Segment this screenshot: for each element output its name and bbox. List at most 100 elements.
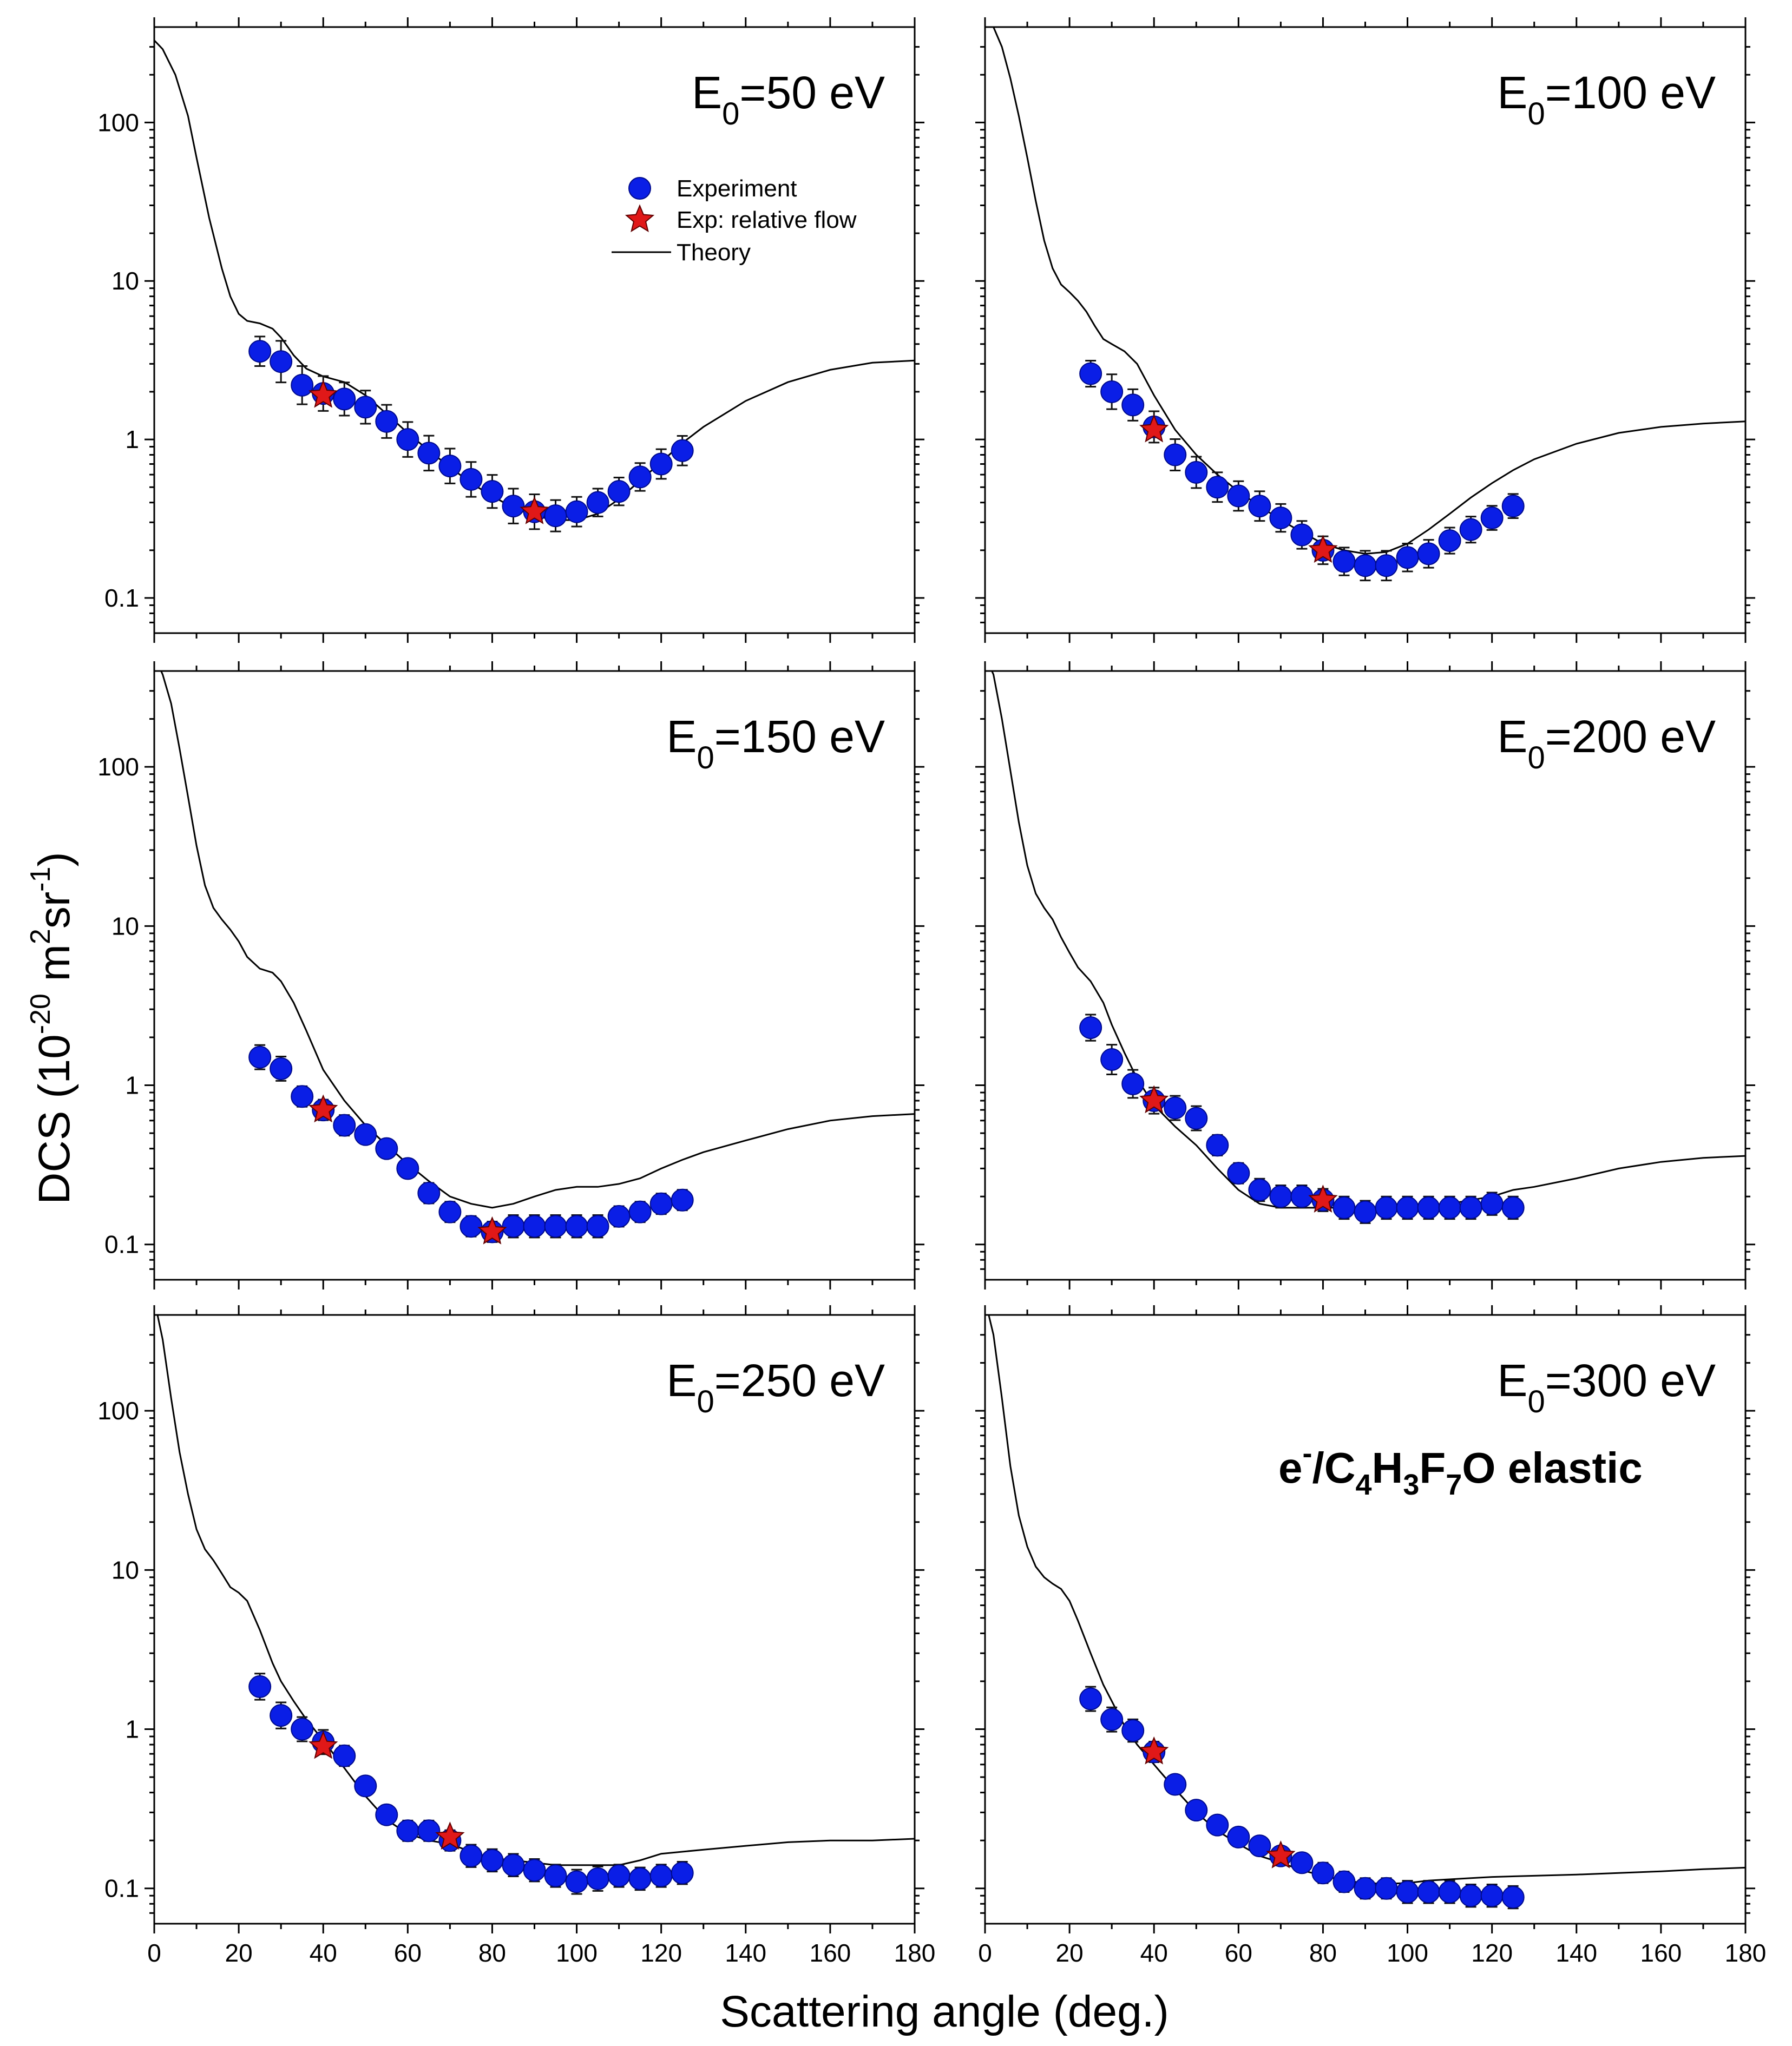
experiment-point — [396, 428, 419, 451]
experiment-point — [1100, 380, 1124, 403]
x-tick-label: 60 — [394, 1939, 422, 1967]
experiment-point — [1206, 476, 1229, 499]
experiment-point — [1164, 1773, 1187, 1796]
annot-sup: - — [1303, 1437, 1312, 1470]
panel-frame — [153, 26, 916, 634]
y-title-part: DCS (10 — [30, 1034, 79, 1204]
experiment-point — [1332, 1196, 1356, 1219]
theory-curve — [991, 671, 1745, 1209]
experiment-point — [1501, 1196, 1525, 1219]
experiment-point — [460, 1844, 483, 1867]
x-axis-title: Scattering angle (deg.) — [720, 1987, 1169, 2036]
experiment-point — [1354, 1200, 1377, 1223]
x-tick-label: 180 — [1725, 1939, 1767, 1967]
panel-3: 0.1 1 10 100 E0=150 eV — [97, 661, 924, 1290]
experiment-point — [1480, 1884, 1504, 1907]
theory-curve — [992, 27, 1745, 555]
experiment-point — [354, 1123, 377, 1146]
experiment-point — [1480, 1192, 1504, 1215]
experiment-point — [1396, 1196, 1419, 1219]
experiment-point — [333, 387, 356, 411]
experiment-point — [1396, 546, 1419, 569]
experiment-point — [1248, 1178, 1271, 1201]
x-tick-label: 40 — [310, 1939, 337, 1967]
experiment-point — [1438, 1880, 1461, 1904]
experiment-point — [1417, 1196, 1440, 1219]
y-title-sup: -20 — [25, 994, 56, 1034]
panel-frame — [984, 1314, 1747, 1925]
experiment-point — [1290, 1851, 1314, 1874]
experiment-point — [1227, 1825, 1250, 1848]
experiment-point — [1079, 1016, 1102, 1040]
energy-subscript: 0 — [697, 740, 714, 775]
experiment-point — [248, 340, 272, 363]
experiment-point — [417, 442, 441, 465]
experiment-point — [565, 1215, 588, 1238]
experiment-point — [649, 1192, 673, 1215]
experiment-point — [1248, 495, 1271, 518]
experiment-point — [354, 396, 377, 419]
experiment-point — [544, 1864, 567, 1887]
x-tick-label: 180 — [894, 1939, 936, 1967]
y-tick-label: 1 — [125, 1071, 139, 1100]
experiment-point — [1185, 460, 1208, 484]
experiment-point — [291, 373, 314, 397]
experiment-point — [1332, 550, 1356, 573]
x-tick-label: 120 — [1471, 1939, 1513, 1967]
panel-frame — [984, 670, 1747, 1281]
y-title-sup: -1 — [25, 867, 56, 892]
experiment-point — [628, 1867, 652, 1890]
experiment-point — [1121, 1719, 1145, 1742]
experiment-point — [1354, 554, 1377, 577]
x-tick-label: 160 — [1640, 1939, 1682, 1967]
relative-flow-point — [435, 1821, 465, 1850]
y-title-part: m — [30, 944, 79, 994]
experiment-point — [1206, 1134, 1229, 1157]
experiment-point — [1375, 554, 1398, 577]
y-title-part: ) — [30, 852, 79, 866]
energy-label: E0=200 eV — [1497, 711, 1716, 775]
experiment-point — [1501, 495, 1525, 518]
experiment-point — [502, 1853, 525, 1877]
experiment-point — [671, 1861, 694, 1885]
experiment-point — [1332, 1870, 1356, 1893]
x-tick-label: 120 — [640, 1939, 682, 1967]
experiment-point — [523, 1215, 546, 1238]
experiment-point — [1501, 1886, 1525, 1909]
experiment-point — [628, 1200, 652, 1223]
experiment-point — [248, 1675, 272, 1698]
y-tick-label: 100 — [97, 753, 139, 781]
experiment-point — [396, 1157, 419, 1180]
experiment-point — [1480, 506, 1504, 530]
experiment-point — [291, 1085, 314, 1108]
energy-prefix: E — [692, 67, 722, 118]
experiment-point — [502, 1215, 525, 1238]
x-tick-label: 100 — [556, 1939, 598, 1967]
experiment-point — [1438, 529, 1461, 552]
energy-prefix: E — [1497, 1355, 1527, 1406]
experiment-point — [1079, 362, 1102, 385]
experiment-point — [649, 1864, 673, 1887]
experiment-point — [607, 480, 631, 503]
relative-flow-point — [308, 1731, 338, 1759]
relative-flow-point — [308, 379, 338, 408]
relative-flow-point — [1308, 535, 1338, 563]
experiment-point — [291, 1718, 314, 1741]
y-tick-label: 0.1 — [104, 1231, 139, 1259]
energy-prefix: E — [1497, 711, 1527, 762]
experiment-point — [270, 350, 293, 373]
annot-part: /C — [1312, 1444, 1355, 1492]
y-tick-label: 10 — [111, 1556, 139, 1584]
annot-part: F — [1419, 1444, 1446, 1492]
energy-value: =50 eV — [739, 67, 885, 118]
energy-value: =250 eV — [714, 1355, 885, 1406]
experiment-point — [1438, 1196, 1461, 1219]
legend-relative-flow-label: Exp: relative flow — [677, 207, 857, 233]
experiment-point — [396, 1819, 419, 1843]
experiment-point — [544, 1215, 567, 1238]
energy-subscript: 0 — [1527, 96, 1545, 131]
experiment-point — [649, 452, 673, 476]
x-tick-label: 100 — [1387, 1939, 1428, 1967]
panel-frame — [153, 1314, 916, 1925]
panel-frame — [984, 26, 1747, 634]
